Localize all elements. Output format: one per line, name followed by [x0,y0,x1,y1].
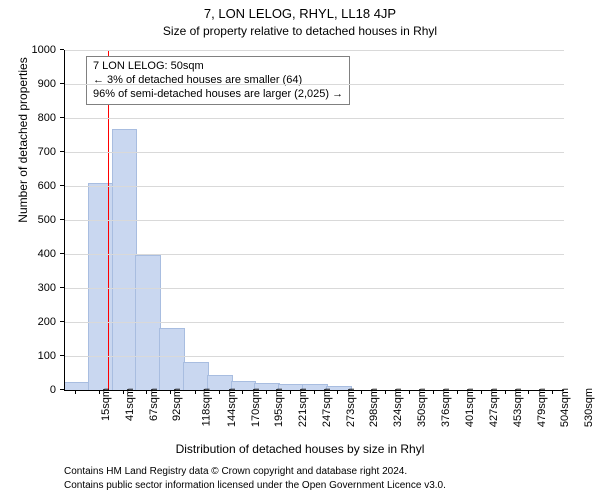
footnote-2: Contains public sector information licen… [64,480,446,491]
gridline [64,84,564,85]
y-tick: 0 [0,384,56,396]
y-tick: 500 [0,214,56,226]
y-tick: 200 [0,316,56,328]
x-tick: 67sqm [148,388,160,421]
gridline [64,322,564,323]
gridline [64,356,564,357]
info-line-1: 7 LON LELOG: 50sqm [93,60,343,74]
y-tick: 900 [0,78,56,90]
y-tick: 100 [0,350,56,362]
x-tick: 298sqm [368,388,380,427]
y-tick: 600 [0,180,56,192]
bar [112,129,138,390]
x-tick: 530sqm [583,388,595,427]
y-tick: 1000 [0,44,56,56]
x-tick: 401sqm [464,388,476,427]
gridline [64,254,564,255]
y-tick: 700 [0,146,56,158]
gridline [64,50,564,51]
x-tick: 350sqm [416,388,428,427]
x-tick: 170sqm [250,388,262,427]
title-sub: Size of property relative to detached ho… [0,24,600,38]
gridline [64,288,564,289]
x-tick: 41sqm [124,388,136,421]
x-tick: 504sqm [559,388,571,427]
gridline [64,220,564,221]
x-tick: 144sqm [226,388,238,427]
x-tick: 221sqm [297,388,309,427]
info-box: 7 LON LELOG: 50sqm ← 3% of detached hous… [86,56,350,105]
x-tick: 118sqm [201,388,213,426]
gridline [64,118,564,119]
x-tick: 92sqm [171,388,183,421]
x-tick: 195sqm [273,388,285,427]
y-tick: 400 [0,248,56,260]
bar [159,328,185,390]
bar [88,183,114,390]
x-tick: 479sqm [536,388,548,427]
x-tick: 273sqm [345,388,357,427]
gridline [64,186,564,187]
x-tick: 324sqm [392,388,404,427]
x-axis-label: Distribution of detached houses by size … [0,442,600,456]
gridline [64,152,564,153]
x-tick: 376sqm [441,388,453,427]
footnote-1: Contains HM Land Registry data © Crown c… [64,466,407,477]
info-line-3: 96% of semi-detached houses are larger (… [93,88,343,102]
y-tick: 800 [0,112,56,124]
title-main: 7, LON LELOG, RHYL, LL18 4JP [0,6,600,21]
x-tick: 15sqm [100,388,112,421]
x-tick: 247sqm [321,388,333,427]
bar [64,382,90,390]
x-tick: 453sqm [512,388,524,427]
x-tick: 427sqm [488,388,500,427]
bar [183,362,209,390]
info-line-2: ← 3% of detached houses are smaller (64) [93,74,343,88]
y-tick: 300 [0,282,56,294]
